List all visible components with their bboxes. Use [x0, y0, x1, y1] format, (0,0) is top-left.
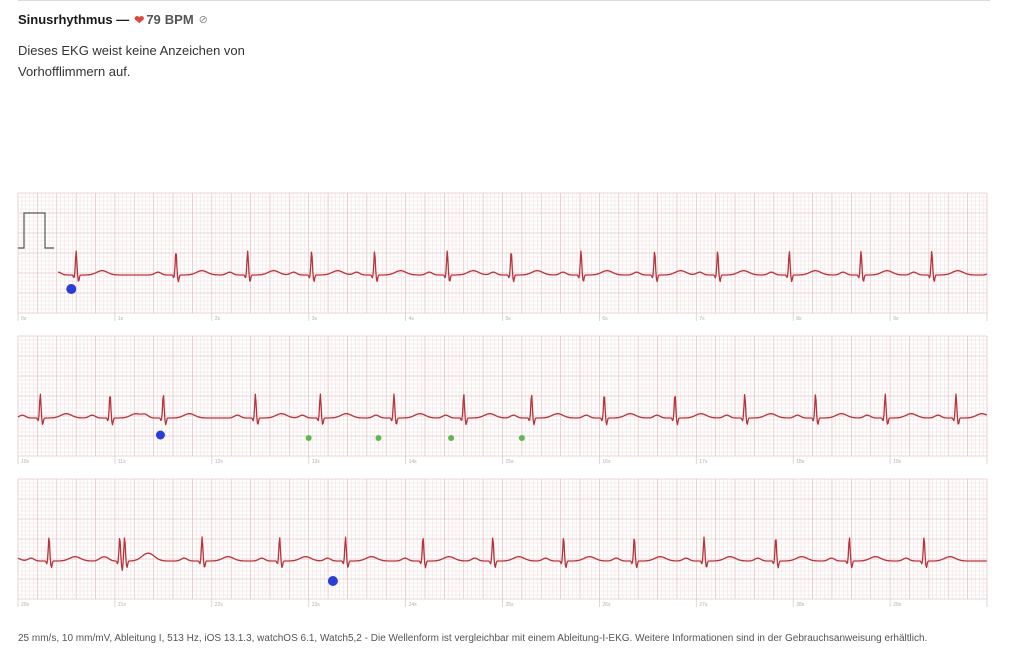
marker-blue: [327, 576, 338, 586]
time-tick-label: 4s: [409, 316, 415, 322]
ekg-trace-row-2: [17, 393, 988, 426]
time-tick-label: 14s: [409, 459, 418, 465]
time-tick-label: 6s: [602, 316, 608, 322]
time-tick-label: 8s: [796, 316, 802, 322]
title-line: Sinusrhythmus — ❤ 79 BPM ⊘: [18, 12, 288, 27]
time-tick-label: 22s: [215, 602, 224, 608]
time-tick-label: 26s: [602, 602, 611, 608]
time-tick-label: 1s: [118, 316, 124, 322]
circle-slash-icon: ⊘: [198, 14, 208, 26]
time-tick-label: 17s: [699, 459, 708, 465]
time-tick-label: 5s: [506, 316, 512, 322]
ekg-trace-row-1: [57, 250, 988, 283]
bpm-unit: BPM: [164, 12, 194, 27]
marker-green: [518, 435, 525, 441]
time-tick-label: 28s: [796, 602, 805, 608]
ekg-trace-row-3: [17, 536, 987, 571]
time-tick-label: 9s: [893, 316, 899, 322]
rhythm-title: Sinusrhythmus —: [18, 12, 130, 27]
rhythm-description: Dieses EKG weist keine Anzeichen von Vor…: [18, 43, 245, 79]
time-tick-label: 23s: [312, 602, 321, 608]
time-tick-label: 11s: [118, 459, 126, 465]
time-tick-label: 2s: [215, 316, 221, 322]
time-tick-label: 13s: [312, 459, 321, 465]
time-tick-label: 7s: [699, 316, 705, 322]
time-tick-label: 24s: [409, 602, 418, 608]
marker-green: [448, 435, 455, 441]
time-tick-label: 3s: [312, 316, 318, 322]
time-tick-label: 29s: [893, 602, 902, 608]
time-tick-label: 21s: [118, 602, 127, 608]
marker-green: [305, 435, 312, 441]
heart-icon: ❤: [134, 12, 145, 27]
marker-blue: [155, 430, 165, 440]
recording-info: 25 mm/s, 10 mm/mV, Ableitung I, 513 Hz, …: [18, 633, 928, 644]
time-tick-label: 16s: [602, 459, 611, 465]
time-tick-label: 27s: [699, 602, 708, 608]
time-tick-label: 20s: [21, 602, 30, 608]
time-tick-label: 10s: [21, 459, 30, 465]
time-tick-label: 19s: [893, 459, 902, 465]
calibration-pulse: [18, 212, 54, 249]
marker-green: [375, 435, 382, 441]
ekg-header: Sinusrhythmus — ❤ 79 BPM ⊘ Dieses EKG we…: [18, 12, 288, 82]
time-tick-label: 18s: [796, 459, 805, 465]
top-divider: [18, 0, 990, 1]
time-tick-label: 12s: [215, 459, 224, 465]
bpm-value: 79: [146, 12, 161, 27]
time-tick-label: 25s: [506, 602, 515, 608]
time-tick-label: 0s: [21, 316, 27, 322]
marker-blue: [66, 284, 77, 294]
time-tick-label: 15s: [506, 459, 515, 465]
